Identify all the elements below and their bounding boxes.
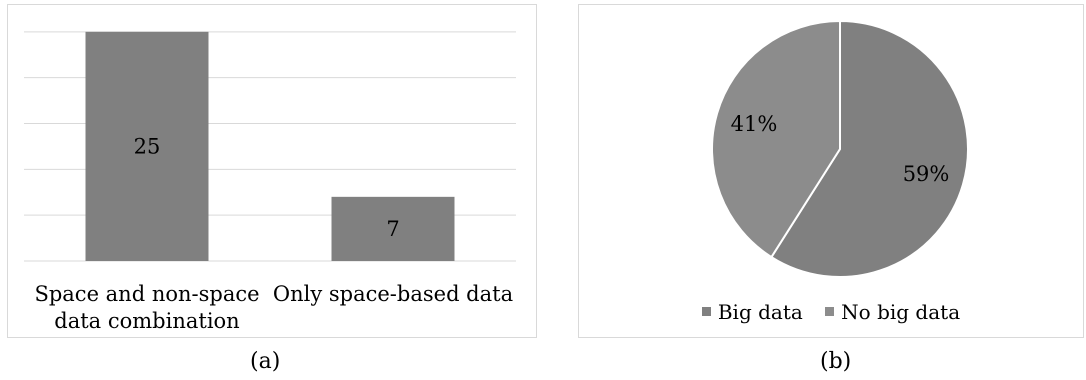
bar-chart-panel: 25 Space and non-space data combination 7 On… [7, 4, 537, 338]
bar-data-label: 25 [134, 134, 161, 158]
x-tick-label: Only space-based data [273, 282, 513, 306]
bar-data-label: 7 [386, 217, 399, 241]
bar [85, 31, 209, 262]
legend-swatch-big-data [701, 307, 711, 316]
pie-slice [770, 19, 969, 278]
legend-item-big-data: Big data [701, 299, 803, 324]
bar-chart: 25 Space and non-space data combination 7 On… [24, 31, 516, 333]
pie-data-label: 41% [731, 112, 778, 136]
legend-label-no-big-data: No big data [841, 299, 961, 324]
x-tick-label: Space and non-space [34, 282, 259, 306]
pie-data-label: 59% [903, 162, 950, 186]
pie-legend: Big data No big data [578, 297, 1084, 324]
legend-item-no-big-data: No big data [825, 300, 960, 324]
caption-a: (a) [250, 349, 281, 374]
caption-b: (b) [820, 349, 852, 374]
pie-slice [711, 19, 841, 259]
bar [331, 196, 455, 261]
x-tick-label: data combination [54, 309, 239, 333]
legend-label-big-data: Big data [717, 299, 803, 324]
pie-chart-panel: 59% 41% [578, 4, 1084, 338]
legend-swatch-no-big-data [825, 307, 835, 316]
pie-chart: 59% 41% [711, 19, 969, 278]
